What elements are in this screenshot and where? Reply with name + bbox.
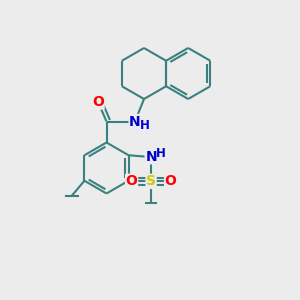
Text: H: H	[140, 118, 150, 132]
Text: N: N	[145, 150, 157, 164]
Text: S: S	[146, 174, 156, 188]
Text: O: O	[126, 174, 137, 188]
Text: O: O	[92, 95, 104, 109]
Text: O: O	[165, 174, 176, 188]
Text: H: H	[156, 147, 166, 160]
Text: N: N	[129, 115, 141, 128]
